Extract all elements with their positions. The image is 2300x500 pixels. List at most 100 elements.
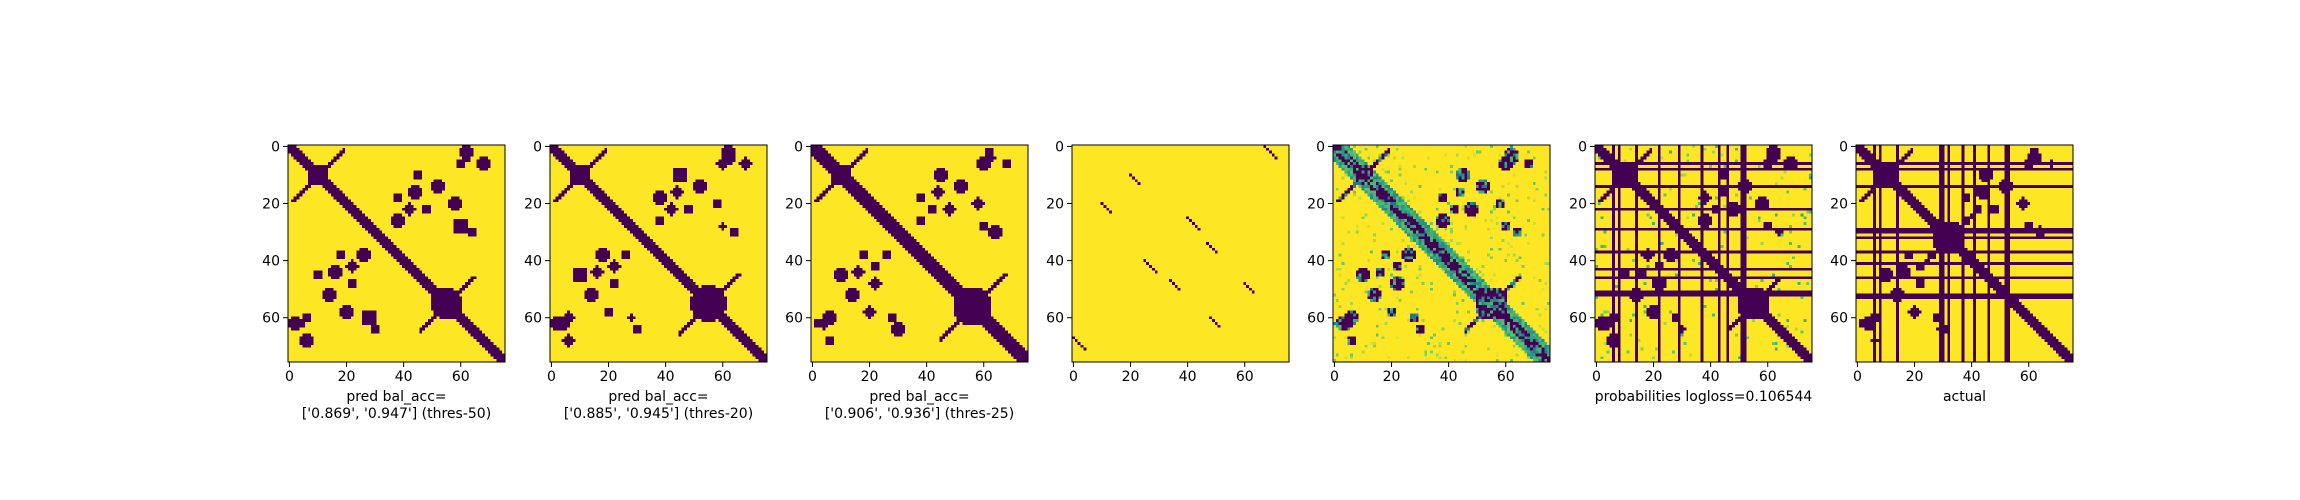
heatmap-cell-run xyxy=(482,330,506,334)
heatmap-cell-run xyxy=(1657,253,1662,257)
heatmap-cell-run xyxy=(1350,279,1360,283)
heatmap-cell-run xyxy=(1640,182,1659,186)
heatmap-cell-run xyxy=(1338,299,1371,303)
heatmap-cell-run xyxy=(1518,279,1522,283)
heatmap-cell-run xyxy=(288,342,300,346)
heatmap-cell-run xyxy=(1726,147,1730,152)
heatmap-cell-run xyxy=(1663,253,1682,257)
heatmap-cell-run xyxy=(1620,236,1636,240)
heatmap-cell-run xyxy=(1002,227,1029,232)
heatmap-cell-run xyxy=(1390,273,1394,277)
heatmap-cell-run xyxy=(1364,187,1368,192)
heatmap-cell-run xyxy=(1717,310,1722,314)
heatmap-cell-run xyxy=(1461,350,1465,354)
heatmap-cell-run xyxy=(1660,239,1679,243)
heatmap-cell-run xyxy=(1504,330,1508,334)
heatmap-cell-run xyxy=(1595,213,1613,217)
heatmap-cell-run xyxy=(1358,273,1362,277)
heatmap-cell-run xyxy=(721,322,736,326)
heatmap-cell-run xyxy=(910,253,932,257)
heatmap-cell-run xyxy=(741,159,751,163)
heatmap-cell-run xyxy=(999,276,1006,280)
heatmap-cell-run xyxy=(1347,230,1351,234)
heatmap-cell-run xyxy=(1335,299,1340,303)
heatmap-cell-run xyxy=(1600,202,1613,206)
heatmap-cell-run xyxy=(1626,350,1630,354)
heatmap-cell-run xyxy=(1538,339,1542,343)
heatmap-cell-run xyxy=(385,247,400,252)
heatmap-cell-run xyxy=(1333,296,1368,300)
heatmap-cell-run xyxy=(607,264,622,269)
heatmap-cell-run xyxy=(422,330,469,334)
heatmap-cell-run xyxy=(1407,230,1411,234)
heatmap-cell-run xyxy=(1694,236,1702,240)
heatmap-cell-run xyxy=(655,202,665,206)
heatmap-cell-run xyxy=(1510,282,1514,286)
heatmap-cell-run xyxy=(336,253,346,257)
heatmap-cell-run xyxy=(933,193,943,197)
heatmap-cell-run xyxy=(1478,316,1482,320)
heatmap-cell-run xyxy=(1697,219,1713,223)
heatmap-cell-run xyxy=(873,216,895,220)
heatmap-cell-run xyxy=(1510,222,1534,226)
heatmap-cell-run xyxy=(459,147,474,152)
heatmap-cell-run xyxy=(1464,256,1491,260)
heatmap-cell-run xyxy=(1338,324,1342,329)
heatmap-cell-run xyxy=(732,333,748,337)
heatmap-cell-run xyxy=(550,199,554,203)
heatmap-cell-run xyxy=(1458,179,1468,183)
heatmap-cell-run xyxy=(684,330,731,334)
heatmap-cell-run xyxy=(1595,164,1610,169)
heatmap-cell-run xyxy=(1612,270,1616,274)
heatmap-cell-run xyxy=(811,256,860,260)
heatmap-cell-run xyxy=(1606,244,1613,249)
heatmap-cell-run xyxy=(1347,164,1351,169)
heatmap-cell-run xyxy=(1527,344,1531,349)
heatmap-cell-run xyxy=(1720,247,1727,252)
heatmap-cell-run xyxy=(1470,310,1477,314)
heatmap-cell-run xyxy=(550,236,637,240)
heatmap-cell-run xyxy=(1703,159,1719,163)
heatmap-cell-run xyxy=(607,193,654,197)
heatmap-cell-run xyxy=(1612,310,1616,314)
heatmap-cell-run xyxy=(1746,222,1764,226)
heatmap-cell-run xyxy=(288,173,309,177)
heatmap-cell-run xyxy=(1475,184,1480,189)
heatmap-cell-run xyxy=(885,207,929,212)
heatmap-cell-run xyxy=(727,304,768,309)
heatmap-cell-run xyxy=(342,204,357,209)
heatmap-cell-run xyxy=(550,287,588,292)
heatmap-cell-run xyxy=(641,242,657,246)
heatmap-cell-run xyxy=(490,164,506,169)
heatmap-cell-run xyxy=(1077,342,1081,346)
heatmap-cell-run xyxy=(1521,344,1525,349)
heatmap-cell-run xyxy=(862,273,932,277)
heatmap-cell-run xyxy=(1606,190,1616,194)
heatmap-cell-run xyxy=(1595,302,1613,306)
heatmap-cell-run xyxy=(390,219,406,223)
heatmap-cell-run xyxy=(1392,219,1397,223)
heatmap-cell-run xyxy=(1481,270,1551,274)
heatmap-cell-run xyxy=(933,173,949,177)
heatmap-cell-run xyxy=(555,196,562,200)
heatmap-cell-run xyxy=(450,207,460,212)
heatmap-cell-run xyxy=(1541,356,1551,360)
heatmap-cell-run xyxy=(1720,279,1724,283)
heatmap-cell-run xyxy=(1612,182,1642,186)
heatmap-cell-run xyxy=(1521,319,1525,323)
heatmap-cell-run xyxy=(1726,356,1730,360)
heatmap-cell-run xyxy=(572,267,588,272)
heatmap-cell-run xyxy=(1401,210,1405,214)
heatmap-cell-run xyxy=(1512,156,1517,160)
heatmap-cell-run xyxy=(1464,287,1468,292)
y-tick-label: 20 xyxy=(1307,197,1325,213)
heatmap-cell-run xyxy=(1634,344,1639,349)
heatmap-cell-run xyxy=(1415,313,1420,317)
heatmap-cell-run xyxy=(1447,247,1451,252)
heatmap-cell-run xyxy=(1478,282,1482,286)
heatmap-cell-run xyxy=(1614,356,1619,360)
heatmap-cell-run xyxy=(419,330,423,334)
heatmap-cell-run xyxy=(1387,267,1391,272)
heatmap-cell-run xyxy=(1002,230,1029,234)
heatmap-cell-run xyxy=(1544,233,1551,237)
